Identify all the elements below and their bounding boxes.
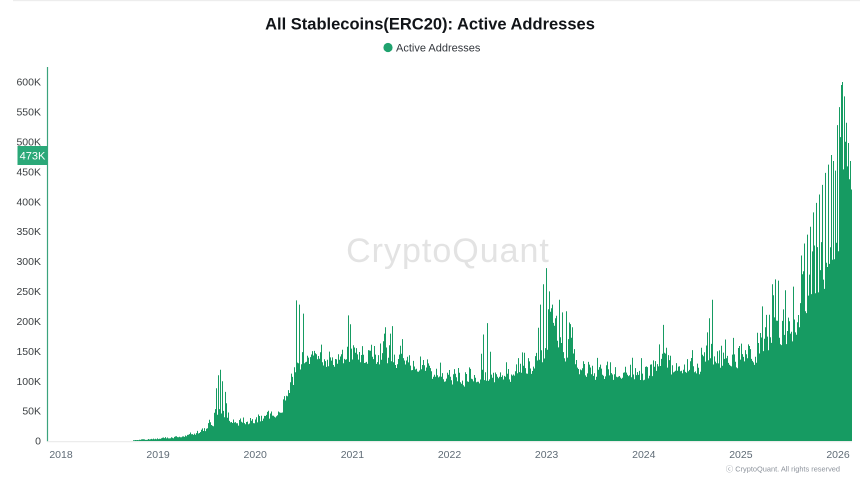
svg-text:2023: 2023 — [535, 449, 559, 461]
svg-text:600K: 600K — [16, 77, 41, 89]
svg-text:2024: 2024 — [632, 449, 656, 461]
svg-text:100K: 100K — [16, 376, 41, 388]
svg-text:2025: 2025 — [729, 449, 753, 461]
svg-text:500K: 500K — [16, 136, 41, 148]
svg-text:350K: 350K — [16, 226, 41, 238]
svg-text:450K: 450K — [16, 166, 41, 178]
svg-text:150K: 150K — [16, 346, 41, 358]
svg-text:All Stablecoins(ERC20): Active: All Stablecoins(ERC20): Active Addresses — [265, 16, 595, 34]
svg-text:CryptoQuant: CryptoQuant — [346, 232, 550, 270]
svg-text:2018: 2018 — [49, 449, 73, 461]
svg-text:2021: 2021 — [341, 449, 365, 461]
svg-text:550K: 550K — [16, 107, 41, 119]
svg-text:250K: 250K — [16, 286, 41, 298]
svg-text:50K: 50K — [22, 406, 41, 418]
svg-text:473K: 473K — [20, 151, 46, 163]
svg-text:0: 0 — [35, 436, 41, 448]
svg-text:ⓒ CryptoQuant. All rights rese: ⓒ CryptoQuant. All rights reserved — [726, 465, 840, 474]
svg-text:2022: 2022 — [438, 449, 462, 461]
svg-text:200K: 200K — [16, 316, 41, 328]
svg-text:2026: 2026 — [826, 449, 850, 461]
svg-text:300K: 300K — [16, 256, 41, 268]
svg-text:400K: 400K — [16, 196, 41, 208]
svg-text:Active Addresses: Active Addresses — [396, 43, 481, 55]
svg-text:2019: 2019 — [146, 449, 170, 461]
svg-text:2020: 2020 — [244, 449, 268, 461]
